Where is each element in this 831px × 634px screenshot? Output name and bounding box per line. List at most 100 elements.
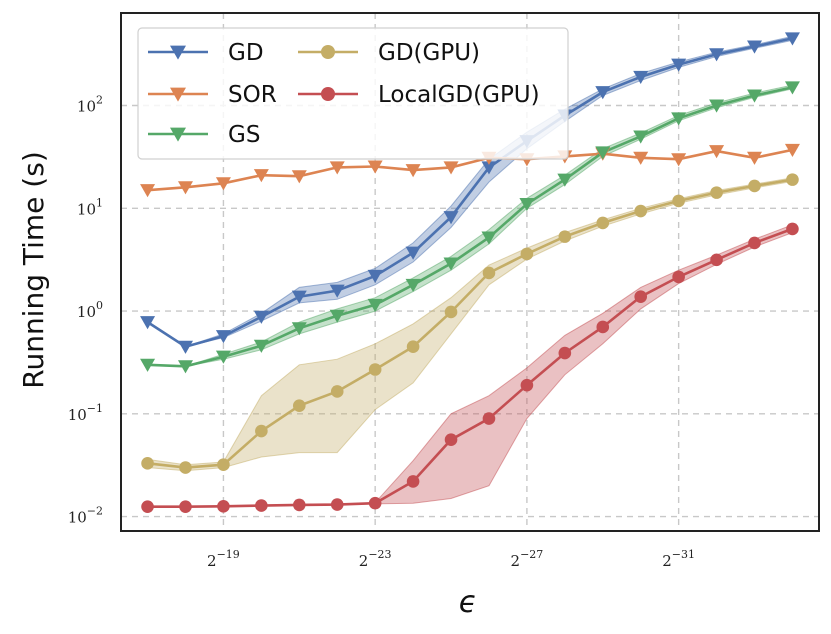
gs-point [519, 198, 535, 212]
gd-point [481, 161, 497, 175]
sor-point [140, 184, 156, 198]
localgd-gpu-point [179, 500, 192, 513]
gd-point [291, 290, 307, 304]
localgd-gpu-point [406, 475, 420, 488]
gd-point [443, 211, 459, 225]
legend-gs-label: GS [228, 122, 260, 148]
gd-gpu-point [330, 385, 344, 398]
gd-gpu-point [141, 457, 154, 470]
gs-point [443, 257, 459, 271]
localgd-gpu-point [444, 433, 458, 447]
legend-sor-marker [170, 87, 186, 102]
gs-point [329, 309, 345, 323]
legend-gd-gpu-label: GD(GPU) [378, 40, 480, 66]
gs-point [747, 89, 763, 103]
sor-point [177, 181, 193, 195]
legend: GD SOR GS GD(GPU) LocalGD(GPU) [137, 27, 569, 160]
gd-point [215, 330, 231, 344]
y-tick-label: 10−2 [68, 505, 103, 527]
gd-gpu-point [444, 305, 458, 319]
gd-point [140, 316, 156, 330]
x-tick-labels: 2−19 2−23 2−27 2−31 [207, 548, 695, 570]
gd-gpu-point [786, 173, 799, 186]
y-tick-label: 102 [77, 94, 103, 116]
gs-point [481, 231, 497, 245]
gd-gpu-point [558, 230, 572, 243]
localgd-gpu-point [217, 499, 230, 513]
sor-point [443, 161, 459, 175]
sor-point [329, 161, 345, 175]
localgd-gpu-band [147, 224, 793, 508]
gs-point [291, 322, 307, 336]
gd-gpu-point [482, 266, 496, 280]
y-tick-label: 10−1 [68, 402, 103, 424]
localgd-gpu-point [292, 498, 306, 512]
sor-point [633, 151, 649, 165]
localgd-gpu-point [330, 498, 344, 511]
sor-point [405, 164, 421, 178]
x-tick-label: 2−27 [511, 548, 544, 570]
gs-point [405, 278, 421, 292]
x-tick-label: 2−23 [359, 548, 392, 570]
gd-gpu-point [596, 216, 610, 230]
gs-point [784, 81, 800, 95]
localgd-gpu-point [368, 496, 382, 510]
sor-point [215, 177, 231, 191]
gd-point [329, 284, 345, 298]
gd-point [405, 246, 421, 260]
localgd-gpu-point [520, 378, 534, 392]
localgd-gpu-point [482, 412, 496, 425]
gd-gpu-point [368, 363, 382, 376]
gd-point [747, 40, 763, 54]
x-tick-label: 2−31 [662, 548, 695, 570]
gs-point [633, 130, 649, 144]
gd-point [595, 86, 611, 100]
localgd-gpu-point [748, 236, 761, 250]
gd-gpu-point [406, 340, 420, 353]
legend-gs-marker [170, 127, 186, 142]
sor-point [747, 151, 763, 165]
x-tick-label: 2−19 [207, 548, 240, 570]
gs-point [367, 298, 383, 312]
sor-point [367, 160, 383, 174]
y-axis-label: Running Time (s) [17, 151, 50, 389]
gd-gpu-point [292, 399, 306, 412]
sor-point [709, 145, 725, 159]
gs-point [253, 339, 269, 353]
localgd-gpu-point [672, 270, 685, 284]
gs-point [177, 360, 193, 374]
sor-point [253, 169, 269, 183]
localgd-gpu-point [710, 253, 723, 267]
gd-gpu-point [710, 186, 723, 199]
y-tick-labels: 10−2 10−1 100 101 102 [68, 94, 103, 527]
localgd-gpu-point [634, 290, 648, 303]
gs-point [671, 112, 687, 126]
gd-gpu-point [634, 204, 648, 218]
localgd-gpu-point [786, 222, 799, 236]
gs-point [595, 146, 611, 160]
sor-point [784, 143, 800, 158]
gd-point [633, 70, 649, 84]
sor-point [291, 170, 307, 184]
gd-gpu-line [147, 178, 793, 469]
legend-sor-label: SOR [228, 82, 277, 108]
sor-line [147, 148, 793, 192]
legend-localgd-gpu-label: LocalGD(GPU) [378, 82, 540, 108]
gs-point [215, 350, 231, 364]
y-tick-label: 100 [77, 299, 103, 321]
legend-gd-gpu-marker [321, 45, 335, 59]
gd-point [709, 48, 725, 62]
gs-point [709, 99, 725, 113]
y-tick-label: 101 [77, 196, 103, 218]
localgd-gpu-point [596, 320, 610, 334]
gd-point [784, 32, 800, 46]
legend-gd-label: GD [228, 40, 264, 66]
sor-point [671, 153, 687, 167]
gs-point [140, 358, 156, 372]
gd-point [367, 269, 383, 283]
gd-gpu-point [672, 194, 685, 208]
gd-point [671, 58, 687, 72]
plot-frame [120, 12, 820, 532]
gd-gpu-point [748, 179, 761, 193]
gs-point [557, 173, 573, 187]
